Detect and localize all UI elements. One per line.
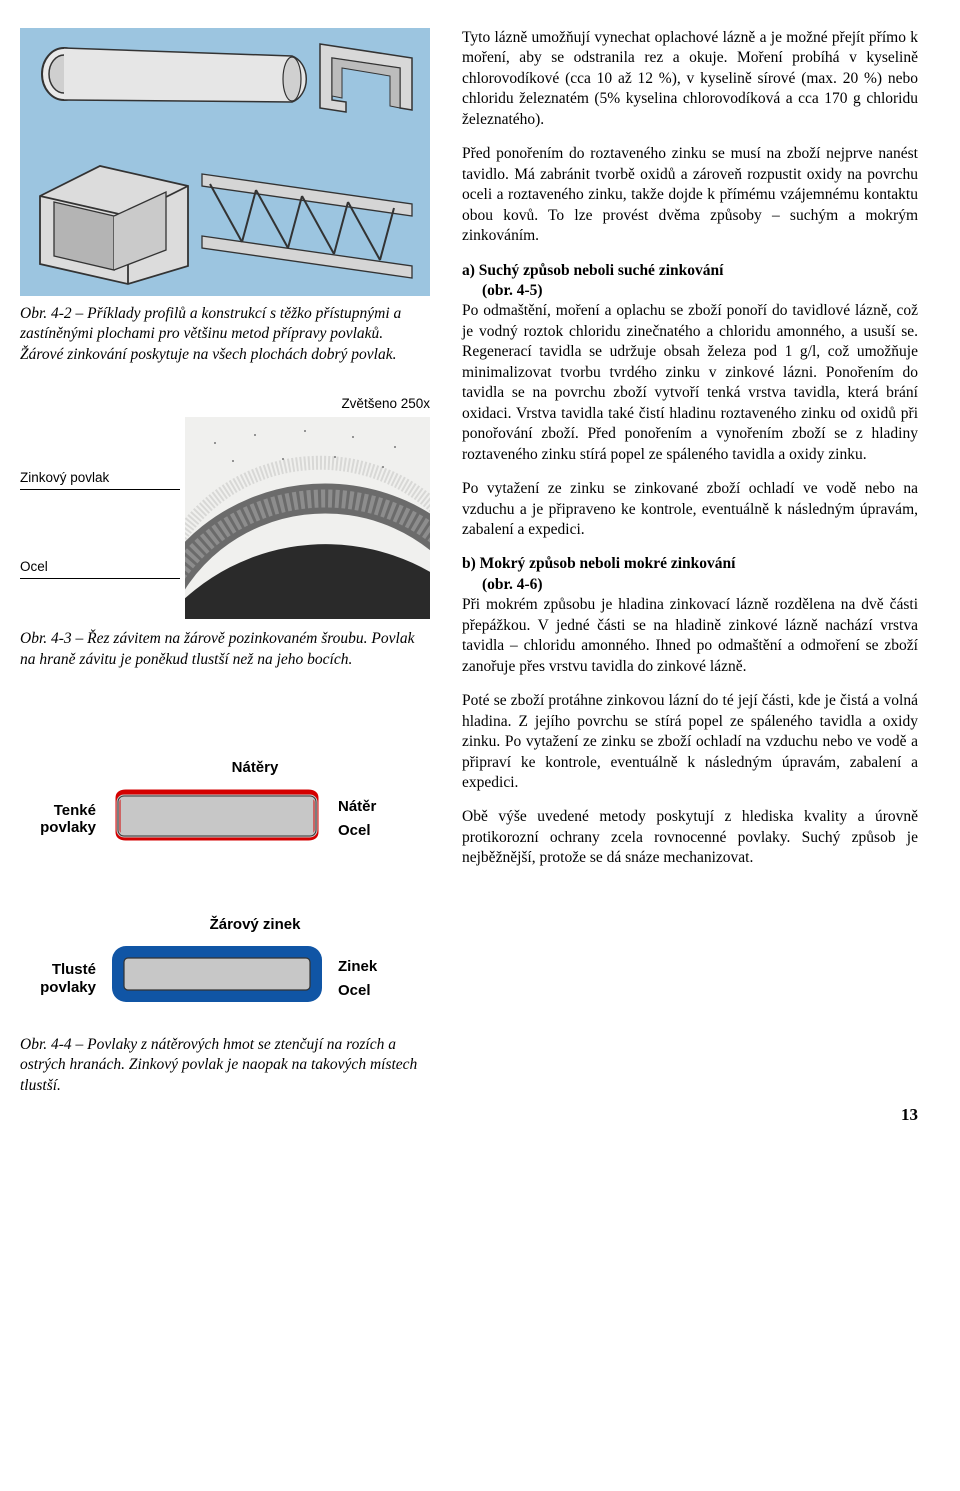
page-number: 13 (20, 1104, 918, 1126)
zinc-coating-diagram (104, 940, 330, 1010)
steel-label-2: Ocel (338, 979, 377, 1003)
coating-label: Zinkový povlak (20, 469, 180, 490)
heading-b: b) Mokrý způsob neboli mokré zinkování (462, 554, 918, 574)
paragraph-2: Před ponořením do roztaveného zinku se m… (462, 144, 918, 246)
figure-4-4-caption: Obr. 4-4 – Povlaky z nátěrových hmot se … (20, 1035, 430, 1096)
fig44-title-2: Žárový zinek (80, 915, 430, 935)
figure-4-3-caption: Obr. 4-3 – Řez závitem na žárově pozinko… (20, 629, 430, 670)
paragraph-6: Poté se zboží protáhne zinkovou lázní do… (462, 691, 918, 793)
paragraph-3: Po odmaštění, moření a oplachu se zboží … (462, 301, 918, 465)
paragraph-4: Po vytažení ze zinku se zinkované zboží … (462, 479, 918, 540)
figure-4-2 (20, 28, 430, 296)
micrograph-image (185, 417, 430, 619)
thick-coatings-label: Tlusté povlaky (20, 961, 96, 996)
figure-4-2-caption: Obr. 4-2 – Příklady profilů a konstrukcí… (20, 304, 430, 365)
paint-label: Nátěr (338, 795, 376, 819)
profiles-illustration (20, 28, 430, 296)
figure-4-3: Zvětšeno 250x Zinkový povlak Ocel (20, 417, 430, 619)
paragraph-7: Obě výše uvedené metody poskytují z hled… (462, 807, 918, 868)
steel-label-1: Ocel (338, 819, 376, 843)
heading-a-sub: (obr. 4-5) (462, 281, 918, 301)
paint-coating-diagram (104, 784, 330, 848)
paragraph-1: Tyto lázně umožňují vynechat oplachové l… (462, 28, 918, 130)
figure-4-4: Nátěry Tenké povlaky Nátěr (20, 758, 430, 1017)
steel-label: Ocel (20, 558, 180, 579)
paragraph-5: Při mokrém způsobu je hladina zinkovací … (462, 595, 918, 677)
heading-b-sub: (obr. 4-6) (462, 575, 918, 595)
heading-a: a) Suchý způsob neboli suché zinkování (462, 261, 918, 281)
thin-coatings-label: Tenké povlaky (20, 802, 96, 837)
fig44-title-1: Nátěry (80, 758, 430, 778)
zoom-label: Zvětšeno 250x (341, 395, 430, 413)
zinc-label: Zinek (338, 955, 377, 979)
